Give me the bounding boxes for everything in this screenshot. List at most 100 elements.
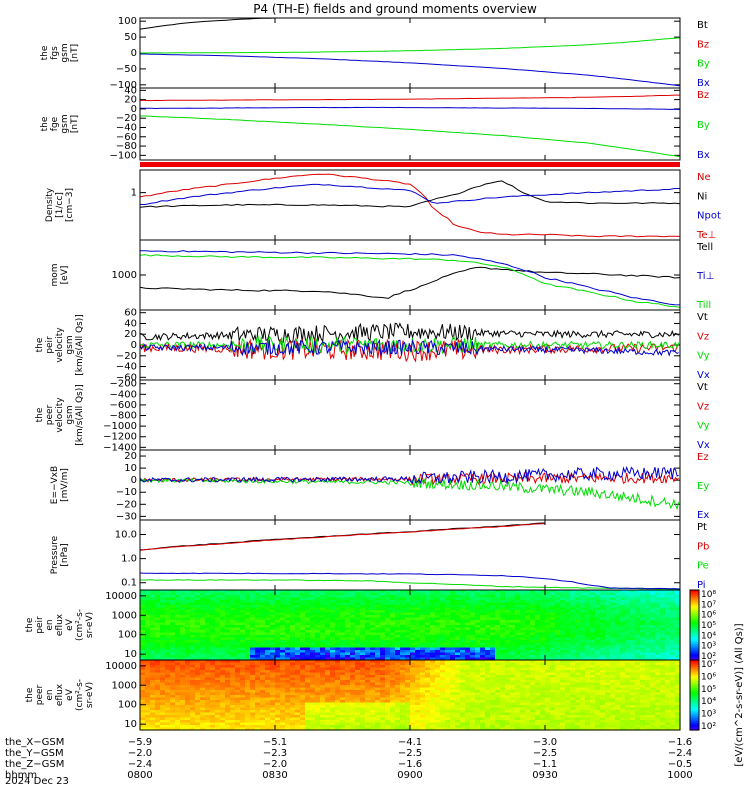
- legend-By: By: [697, 59, 710, 70]
- panel-9: 10000 1000 100 10 the peir en eflux eV (cm²-s-sr-…: [25, 589, 681, 661]
- x-axis-value: −1.1: [533, 759, 557, 770]
- y-axis-label: [eV]: [60, 266, 70, 285]
- y-tick-label: 100: [118, 700, 137, 711]
- legend-Tell: Tell: [696, 242, 713, 253]
- x-axis-value: −2.5: [533, 748, 557, 759]
- legend-Npot: Npot: [697, 211, 721, 222]
- series-Vt: [140, 322, 679, 344]
- legend-Ti⊥: Ti⊥: [696, 271, 714, 282]
- y-tick-label: −40: [116, 122, 137, 133]
- y-axis-label: the: [40, 116, 50, 131]
- y-tick-label: 0: [131, 104, 137, 115]
- y-axis-label: gsm: [60, 43, 70, 62]
- colorbar-tick-label: 10⁷: [701, 660, 716, 670]
- x-axis-row-label: the_Z−GSM: [5, 759, 64, 770]
- x-axis-row-label: the_X−GSM: [5, 737, 64, 748]
- legend-Pi: Pi: [697, 580, 706, 591]
- series-Tell: [139, 266, 681, 299]
- y-tick-label: 10000: [105, 591, 137, 602]
- y-tick-label: 100: [118, 16, 137, 27]
- legend-Vz: Vz: [697, 331, 709, 342]
- y-tick-label: 10: [124, 719, 137, 730]
- y-tick-label: −1000: [103, 421, 137, 432]
- panel-frame: [139, 239, 681, 311]
- legend-Bz: Bz: [697, 39, 709, 50]
- x-axis-row-label: the_Y−GSM: [5, 748, 64, 759]
- y-tick-label: 1000: [112, 680, 137, 691]
- legend-Vt: Vt: [697, 382, 708, 393]
- series-Ne: [139, 173, 681, 238]
- series-Vx: [139, 338, 679, 357]
- y-axis-label: peir: [35, 616, 45, 634]
- series-Ex: [139, 465, 679, 485]
- y-tick-label: −1200: [103, 432, 137, 443]
- legend-Vz: Vz: [697, 401, 709, 412]
- y-axis-label: peer: [45, 404, 55, 425]
- colorbar-tick-label: 10³: [701, 710, 716, 720]
- legend-Ex: Ex: [697, 510, 709, 521]
- y-axis-label: [nT]: [70, 44, 80, 62]
- y-axis-label: (cm²-s-: [75, 679, 85, 711]
- legend-By: By: [697, 120, 710, 131]
- series-Ey: [139, 477, 680, 511]
- panel-separator-bar: [140, 162, 680, 167]
- x-axis-value: −5.1: [263, 737, 287, 748]
- y-tick-label: 50: [124, 32, 137, 43]
- y-tick-label: 20: [124, 95, 137, 106]
- y-tick-label: 20: [124, 451, 137, 462]
- y-tick-label: −20: [116, 351, 137, 362]
- legend-Ne: Ne: [697, 172, 711, 183]
- x-axis-value: −2.4: [128, 759, 152, 770]
- panel-1: 100 50 0 −50 −100 Bt Bz By Bx the fgs gsm [nT]: [40, 16, 710, 91]
- series-Bx: [140, 53, 681, 87]
- y-axis-label: [nT]: [70, 115, 80, 133]
- series-Pe: [140, 579, 680, 590]
- y-tick-label: −20: [116, 499, 137, 510]
- legend-Bz: Bz: [697, 90, 709, 101]
- y-axis-label: fgs: [50, 46, 60, 60]
- y-tick-label: −30: [116, 511, 137, 522]
- y-tick-label: 0: [131, 48, 137, 59]
- y-axis-label: mom: [50, 263, 60, 286]
- legend-Vy: Vy: [697, 351, 710, 362]
- y-tick-label: 40: [124, 318, 137, 329]
- series-By: [140, 115, 681, 158]
- x-axis-value: −2.0: [128, 748, 152, 759]
- series-Ti⊥: [139, 250, 681, 306]
- legend-Vx: Vx: [697, 440, 710, 451]
- y-tick-label: 1.0: [121, 554, 137, 565]
- y-tick-label: 1000: [112, 610, 137, 621]
- panel-8: 10.0 1.0 0.1 Pt Pb Pe Pi Pressure [nPa]: [50, 519, 709, 591]
- y-tick-label: 100: [118, 630, 137, 641]
- x-axis-value: −0.5: [668, 759, 692, 770]
- y-axis-label: eV: [65, 688, 75, 701]
- y-axis-label: sr-eV): [85, 682, 95, 708]
- y-axis-label: eflux: [55, 683, 65, 706]
- y-tick-label: −100: [110, 80, 137, 91]
- x-axis-value: −2.5: [398, 748, 422, 759]
- colorbar-tick-label: 10⁶: [701, 672, 716, 682]
- y-axis-label: gsm: [65, 335, 75, 354]
- y-axis-label: gsm: [60, 114, 70, 133]
- y-axis-label: eV: [65, 618, 75, 631]
- y-axis-label: sr-eV): [85, 612, 95, 638]
- panel-4: 1000 Tell Ti⊥ Till mom [eV]: [50, 239, 714, 311]
- colorbar-tick-label: 10²: [701, 722, 716, 732]
- y-tick-label: −20: [116, 113, 137, 124]
- y-axis-label: peer: [35, 684, 45, 705]
- colorbar-10: 10⁷ 10⁶ 10⁵ 10⁴ 10³ 10²: [689, 659, 716, 732]
- y-axis-label: Pressure: [50, 535, 60, 574]
- colorbar-tick-label: 10³: [701, 642, 716, 652]
- figure-title: P4 (TH-E) fields and ground moments over…: [253, 2, 537, 16]
- x-axis-value: −2.0: [263, 759, 287, 770]
- legend-Bx: Bx: [697, 150, 710, 161]
- y-tick-label: −60: [116, 372, 137, 383]
- x-axis-value: −5.9: [128, 737, 152, 748]
- series-Bz: [140, 94, 680, 102]
- y-tick-label: 10000: [105, 661, 137, 672]
- y-tick-label: 20: [124, 329, 137, 340]
